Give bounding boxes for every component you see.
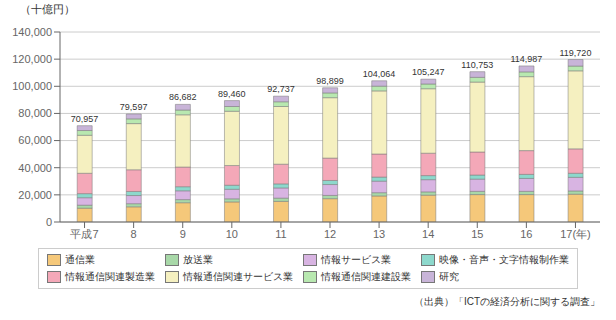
- html-text:（出典）「ICTの経済分析に関する調査」: （出典）「ICTの経済分析に関する調査」: [413, 296, 600, 307]
- svg-text:17(年): 17(年): [560, 228, 591, 240]
- svg-text:92,737: 92,737: [267, 84, 295, 94]
- svg-text:105,247: 105,247: [412, 67, 445, 77]
- html-text:映像・音声・文字情報制作業: 映像・音声・文字情報制作業: [439, 254, 569, 265]
- html-text:情報サービス業: 情報サービス業: [321, 254, 391, 265]
- svg-text:16: 16: [520, 228, 532, 240]
- svg-text:98,899: 98,899: [316, 76, 344, 86]
- svg-text:79,597: 79,597: [120, 102, 148, 112]
- svg-text:9: 9: [180, 228, 186, 240]
- svg-text:70,957: 70,957: [71, 114, 99, 124]
- svg-text:8: 8: [131, 228, 137, 240]
- svg-text:60,000: 60,000: [18, 134, 52, 146]
- svg-text:110,753: 110,753: [461, 60, 493, 70]
- svg-text:86,682: 86,682: [169, 92, 197, 102]
- svg-text:10: 10: [226, 228, 238, 240]
- svg-text:100,000: 100,000: [12, 80, 52, 92]
- svg-text:89,460: 89,460: [218, 89, 246, 99]
- html-text:情報通信関連サービス業: 情報通信関連サービス業: [183, 271, 293, 282]
- svg-text:12: 12: [324, 228, 336, 240]
- html-text:放送業: 放送業: [183, 254, 213, 265]
- svg-text:0: 0: [46, 216, 52, 228]
- svg-text:120,000: 120,000: [12, 53, 52, 65]
- html-text:（十億円）: （十億円）: [20, 3, 75, 15]
- html-text:研究: 研究: [439, 271, 459, 282]
- svg-text:20,000: 20,000: [18, 189, 52, 201]
- html-text:情報通信関連製造業: 情報通信関連製造業: [65, 271, 155, 282]
- svg-text:平成7: 平成7: [70, 228, 98, 240]
- html-text:通信業: 通信業: [65, 254, 95, 265]
- html-text:情報通信関連建設業: 情報通信関連建設業: [321, 271, 411, 282]
- svg-text:13: 13: [373, 228, 385, 240]
- svg-text:11: 11: [275, 228, 286, 240]
- svg-text:15: 15: [471, 228, 483, 240]
- svg-text:114,987: 114,987: [510, 54, 542, 64]
- svg-text:119,720: 119,720: [560, 48, 592, 58]
- svg-text:104,064: 104,064: [363, 69, 396, 79]
- svg-text:80,000: 80,000: [18, 107, 52, 119]
- svg-text:14: 14: [422, 228, 434, 240]
- svg-text:140,000: 140,000: [12, 26, 52, 38]
- svg-text:40,000: 40,000: [18, 162, 52, 174]
